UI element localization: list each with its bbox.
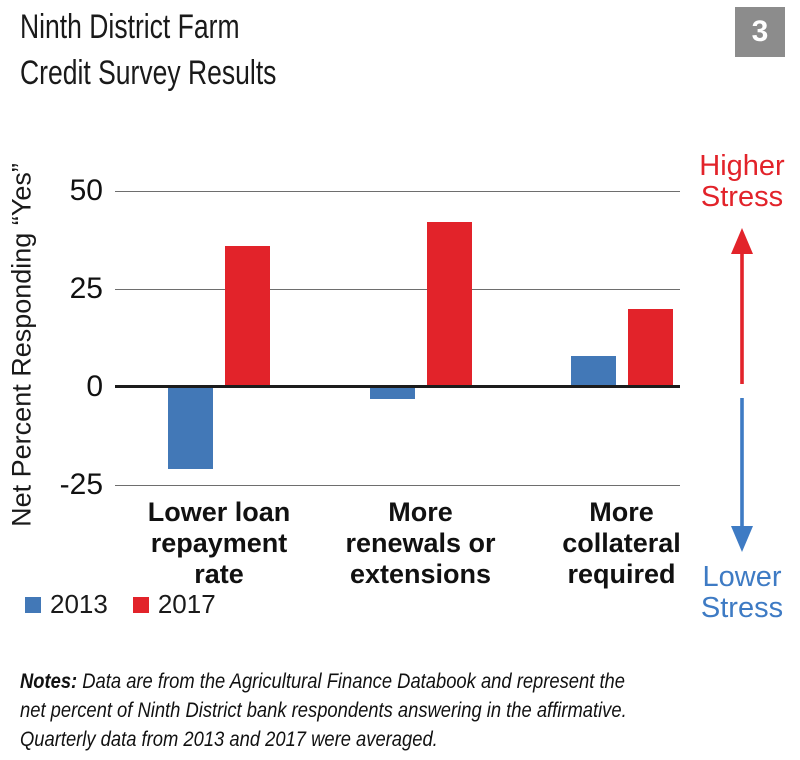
notes-line3: Quarterly data from 2013 and 2017 were a… [20,728,438,751]
lower-stress-down-arrow-icon [731,398,753,552]
bar-2013-1 [369,387,415,399]
y-tick-label-50: 50 [69,174,103,207]
bar-2013-0 [168,387,213,469]
legend-label-2013: 2013 [50,589,108,619]
legend-label-2017: 2017 [157,589,216,619]
notes-label: Notes: [20,670,78,693]
gridline-25 [115,289,680,290]
notes: Notes: Data are from the Agricultural Fi… [20,667,764,754]
bar-2017-2 [627,309,673,387]
lower-stress-label: Lower Stress [701,562,783,624]
lower-stress-line2: Stress [700,592,784,624]
category-label-1: More renewals or extensions [345,497,496,589]
legend-item-2013: 2013 [25,589,108,620]
bar-2013-2 [570,356,616,387]
bar-2017-0 [225,246,270,387]
y-tick-label-25: 25 [69,272,103,305]
category-label-0: Lower loan repayment rate [147,497,291,589]
chart-title: Ninth District Farm Credit Survey Result… [20,4,276,96]
legend: 2013 2017 [25,589,216,620]
legend-swatch-2017 [132,596,149,613]
bar-2017-1 [426,222,472,387]
higher-stress-up-arrow-icon [731,228,753,384]
notes-line1-text: Data are from the Agricultural Finance D… [82,670,625,693]
y-tick-label--25: -25 [59,468,103,501]
gridline--25 [115,485,680,486]
lower-stress-line1: Lower [702,561,782,593]
higher-stress-line2: Stress [700,181,784,213]
higher-stress-line1: Higher [699,150,785,182]
category-label-2: More collateral required [562,497,681,589]
chart-title-line1: Ninth District Farm [20,8,240,46]
legend-item-2017: 2017 [132,589,216,620]
page-number-badge: 3 [735,7,785,57]
chart-title-line2: Credit Survey Results [20,54,277,92]
legend-swatch-2013 [25,596,41,613]
x-axis-zero-line [115,385,680,388]
y-tick-label-0: 0 [86,370,103,403]
higher-stress-label: Higher Stress [699,151,784,213]
notes-line2: net percent of Ninth District bank respo… [20,699,627,722]
notes-line1: Notes: Data are from the Agricultural Fi… [20,667,764,696]
gridline-50 [115,191,680,192]
